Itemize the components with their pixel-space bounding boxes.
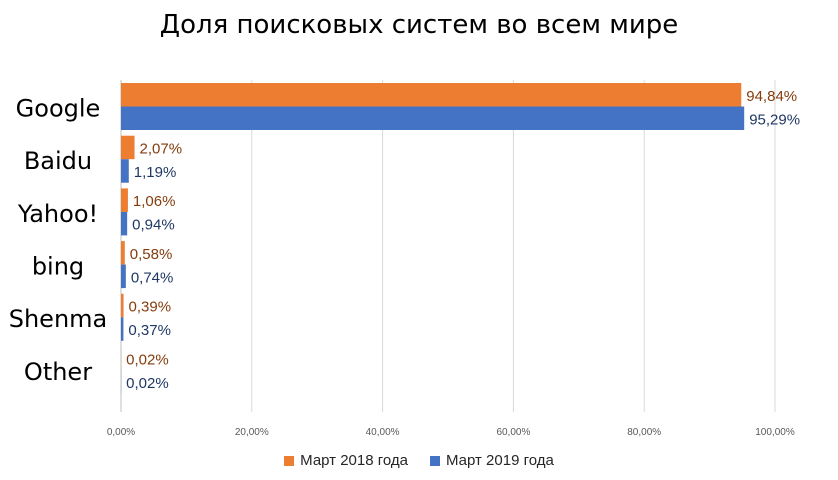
data-label-google-series-2: 95,29% [749,111,800,128]
x-tick-label-20: 20,00% [235,427,269,438]
legend-label-2019: Март 2019 года [446,452,554,469]
bar-shenma-series-1 [121,293,124,318]
bar-shenma-series-2 [121,317,124,341]
category-label-yahoo: Yahoo! [17,200,98,228]
legend: Март 2018 года Март 2019 года [0,452,838,469]
x-tick-label-80: 80,00% [627,427,661,438]
bar-bing-series-1 [121,241,125,265]
bar-google-series-1 [121,83,742,107]
x-tick-label-100: 100,00% [755,427,795,438]
x-tick-label-40: 40,00% [366,427,400,438]
data-label-yahoo-series-1: 1,06% [133,193,176,210]
x-tick-label-0: 0,00% [107,427,135,438]
bar-baidu-series-2 [121,159,129,183]
legend-swatch-2018 [284,455,295,466]
legend-item-2018: Март 2018 года [284,452,408,469]
category-label-shenma: Shenma [9,305,108,333]
chart-title: Доля поисковых систем во всем мире [159,10,679,40]
data-label-google-series-1: 94,84% [746,88,797,105]
data-label-bing-series-2: 0,74% [131,269,174,286]
bar-yahoo-series-2 [121,211,128,236]
category-label-google: Google [16,94,101,122]
category-label-other: Other [24,358,92,386]
category-label-baidu: Baidu [24,147,92,175]
data-label-yahoo-series-2: 0,94% [132,217,175,234]
legend-swatch-2019 [430,455,440,466]
bar-google-series-2 [121,106,745,130]
bar-bing-series-2 [121,264,126,289]
data-label-shenma-series-1: 0,39% [129,299,172,316]
bar-baidu-series-1 [121,135,135,160]
category-label-bing: bing [32,252,84,280]
data-label-bing-series-1: 0,58% [130,246,173,263]
bar-yahoo-series-1 [121,188,128,212]
legend-label-2018: Март 2018 года [300,452,408,469]
x-tick-label-60: 60,00% [496,427,530,438]
data-label-baidu-series-2: 1,19% [134,164,177,181]
legend-item-2019: Март 2019 года [430,452,554,469]
data-label-other-series-1: 0,02% [126,351,169,368]
data-label-shenma-series-2: 0,37% [128,322,171,339]
data-label-other-series-2: 0,02% [126,375,169,392]
data-label-baidu-series-1: 2,07% [140,140,183,157]
